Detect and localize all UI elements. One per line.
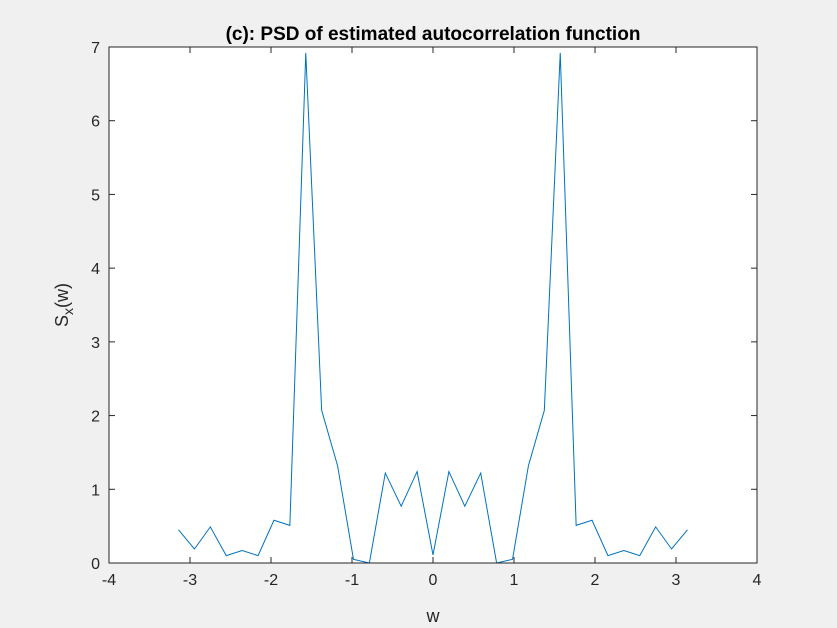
x-tick-label: -4 xyxy=(102,572,116,589)
x-axis-label: w xyxy=(426,606,441,626)
data-point xyxy=(194,548,195,549)
y-tick-label: 7 xyxy=(91,40,100,57)
data-point xyxy=(226,555,227,556)
data-layer xyxy=(178,52,688,564)
plot-area xyxy=(109,47,757,563)
y-axis-label-suffix: (w) xyxy=(52,283,72,308)
data-point xyxy=(432,554,433,555)
data-point xyxy=(385,472,386,473)
data-point xyxy=(671,548,672,549)
data-point xyxy=(257,555,258,556)
data-point xyxy=(416,471,417,472)
data-point xyxy=(242,550,243,551)
data-point xyxy=(512,559,513,560)
x-tick-label: 2 xyxy=(591,572,600,589)
x-tick-label: 0 xyxy=(429,572,438,589)
data-point xyxy=(639,555,640,556)
data-point xyxy=(210,526,211,527)
data-point xyxy=(321,410,322,411)
y-axis: 0 1 2 3 4 5 6 7 xyxy=(91,40,757,573)
x-tick-label: 1 xyxy=(510,572,519,589)
x-axis: -4 -3 -2 -1 0 1 2 3 4 xyxy=(102,47,762,589)
data-point xyxy=(178,529,179,530)
data-point xyxy=(353,559,354,560)
data-point xyxy=(576,525,577,526)
data-point xyxy=(528,465,529,466)
data-point xyxy=(464,506,465,507)
data-point xyxy=(687,529,688,530)
data-point xyxy=(337,465,338,466)
data-point xyxy=(655,526,656,527)
chart-title: (c): PSD of estimated autocorrelation fu… xyxy=(226,24,641,45)
y-axis-label-sub: x xyxy=(60,308,76,315)
y-axis-label-main: S xyxy=(52,315,72,327)
y-tick-label: 1 xyxy=(91,482,100,499)
y-axis-label: Sx(w) xyxy=(52,283,76,327)
x-tick-label: -3 xyxy=(183,572,197,589)
data-point xyxy=(273,520,274,521)
x-tick-label: -1 xyxy=(345,572,359,589)
data-point xyxy=(544,410,545,411)
series-line xyxy=(178,52,688,564)
data-point xyxy=(607,555,608,556)
y-tick-label: 5 xyxy=(91,187,100,204)
data-point xyxy=(448,471,449,472)
y-tick-label: 6 xyxy=(91,114,100,131)
y-tick-label: 3 xyxy=(91,335,100,352)
data-point xyxy=(480,472,481,473)
x-tick-label: 3 xyxy=(672,572,681,589)
y-tick-label: 2 xyxy=(91,409,100,426)
data-point xyxy=(289,525,290,526)
x-tick-label: -2 xyxy=(264,572,278,589)
data-point xyxy=(560,52,561,53)
y-tick-label: 4 xyxy=(91,261,100,278)
x-tick-label: 4 xyxy=(753,572,762,589)
y-tick-label: 0 xyxy=(91,556,100,573)
data-point xyxy=(591,520,592,521)
data-point xyxy=(401,506,402,507)
data-point xyxy=(305,52,306,53)
data-point xyxy=(623,550,624,551)
